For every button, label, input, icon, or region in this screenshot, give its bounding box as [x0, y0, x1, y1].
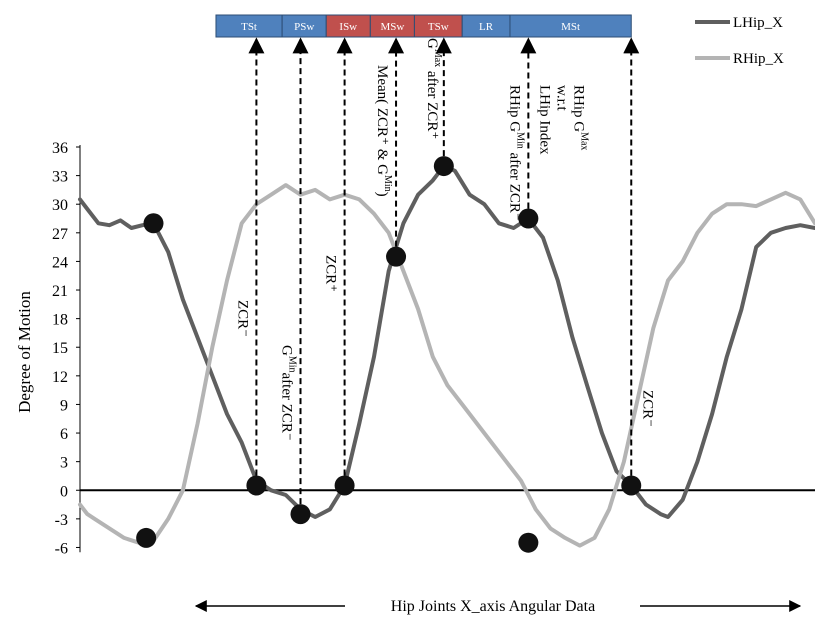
event-label: ZCR⁻ [234, 300, 250, 337]
y-tick-label: 21 [52, 283, 68, 300]
y-tick-label: -6 [55, 540, 68, 557]
y-tick-label: 30 [52, 197, 68, 214]
y-tick-label: 15 [52, 340, 68, 357]
key-point [433, 156, 454, 177]
key-point [386, 246, 407, 267]
event-label-part: Min [382, 175, 393, 192]
event-label-part: G [279, 345, 295, 356]
key-point [334, 475, 355, 496]
event-label: ZCR⁺ [323, 255, 339, 292]
y-tick-label: 33 [52, 169, 68, 186]
event-label-part: ZCR⁺ [323, 255, 339, 292]
legend-label: RHip_X [733, 51, 784, 67]
y-tick-label: 24 [52, 254, 68, 271]
event-label-part: ZCR⁻ [234, 300, 250, 337]
phase-label: ISw [339, 21, 357, 33]
key-point [518, 208, 539, 229]
y-axis-label: Degree of Motion [15, 291, 34, 413]
series-line-rhip-x [78, 183, 815, 548]
key-point [143, 213, 164, 234]
key-point [136, 527, 157, 548]
phase-label: LR [479, 21, 494, 33]
event-label-part: after ZCR⁻ [506, 149, 522, 221]
y-tick-label: 6 [60, 426, 68, 443]
event-label-part: RHip G [570, 85, 586, 132]
legend: LHip_X RHip_X [695, 15, 784, 67]
event-label-part: G [424, 38, 440, 49]
phase-label: TSw [428, 21, 449, 33]
event-label: ZCR⁻ [639, 390, 655, 427]
y-tick-label: 18 [52, 312, 68, 329]
phase-label: TSt [241, 21, 257, 33]
event-label-part: Min [287, 356, 298, 373]
event-label-part: RHip G [506, 85, 522, 132]
event-label: GMax after ZCR⁺ [424, 38, 443, 139]
y-tick-label: 36 [52, 140, 68, 157]
event-label-part: ) [374, 192, 390, 197]
phase-segment [509, 14, 632, 38]
y-tick-label: 3 [60, 455, 68, 472]
y-tick-label: 27 [52, 226, 68, 243]
event-label-part: after ZCR⁺ [424, 67, 440, 139]
event-label: RHip GMin after ZCR⁻ [506, 85, 525, 221]
event-label-part: Max [578, 132, 589, 150]
key-point [518, 532, 539, 553]
phase-label: PSw [294, 21, 314, 33]
y-tick-label: 12 [52, 369, 68, 386]
event-label: GMinafter ZCR⁻ [279, 345, 298, 441]
phase-label: MSt [561, 21, 580, 33]
event-label: Mean( ZCR⁺ & GMin) [374, 65, 393, 197]
key-point [246, 475, 267, 496]
event-label-part: w.r.t [553, 85, 569, 112]
phase-bar: TSt PSw ISw MSw TSw LR MSt [215, 14, 632, 38]
event-lines: ZCR⁻GMinafter ZCR⁻ZCR⁺Mean( ZCR⁺ & GMin)… [234, 37, 655, 515]
y-tick-label: 0 [60, 483, 68, 500]
event-label: LHip Indexw.r.tRHip GMax [536, 85, 589, 155]
y-tick-label: -3 [55, 512, 68, 529]
key-points [136, 156, 642, 553]
legend-label: LHip_X [733, 15, 783, 31]
event-label-part: after ZCR⁻ [279, 373, 295, 441]
phase-label: MSw [380, 21, 404, 33]
event-label-part: Min [514, 132, 525, 149]
event-label-part: ZCR⁻ [639, 390, 655, 427]
key-point [290, 504, 311, 525]
x-axis-label-group: Hip Joints X_axis Angular Data [194, 598, 802, 615]
event-label-part: Mean( ZCR⁺ & G [374, 65, 390, 175]
event-label-part: LHip Index [536, 85, 552, 155]
event-label-part: Max [432, 49, 443, 67]
key-point [621, 475, 642, 496]
y-tick-label: 9 [60, 397, 68, 414]
x-axis-label: Hip Joints X_axis Angular Data [391, 598, 595, 615]
